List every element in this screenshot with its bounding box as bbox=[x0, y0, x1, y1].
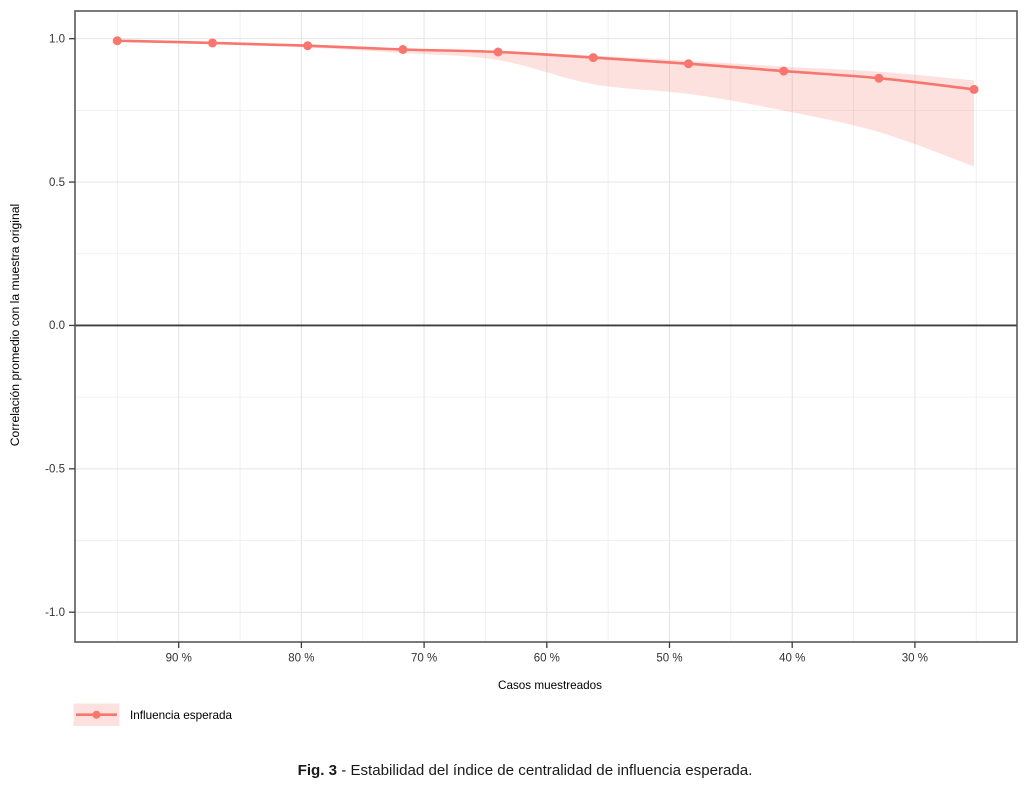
svg-text:40 %: 40 % bbox=[779, 653, 805, 665]
svg-text:-0.5: -0.5 bbox=[45, 464, 65, 476]
svg-text:70 %: 70 % bbox=[411, 653, 437, 665]
svg-text:0.0: 0.0 bbox=[49, 320, 65, 332]
svg-text:Fig. 3 - Estabilidad del índic: Fig. 3 - Estabilidad del índice de centr… bbox=[298, 762, 753, 779]
svg-text:1.0: 1.0 bbox=[49, 34, 65, 46]
svg-text:30 %: 30 % bbox=[902, 653, 928, 665]
svg-text:-1.0: -1.0 bbox=[45, 607, 65, 619]
svg-text:Casos muestreados: Casos muestreados bbox=[498, 679, 602, 692]
svg-text:50 %: 50 % bbox=[656, 653, 682, 665]
svg-text:90 %: 90 % bbox=[166, 653, 192, 665]
svg-text:Correlación promedio con la mu: Correlación promedio con la muestra orig… bbox=[8, 204, 22, 447]
svg-text:Influencia esperada: Influencia esperada bbox=[130, 709, 233, 722]
svg-text:80 %: 80 % bbox=[288, 653, 314, 665]
svg-text:0.5: 0.5 bbox=[49, 177, 65, 189]
svg-text:60 %: 60 % bbox=[534, 653, 560, 665]
